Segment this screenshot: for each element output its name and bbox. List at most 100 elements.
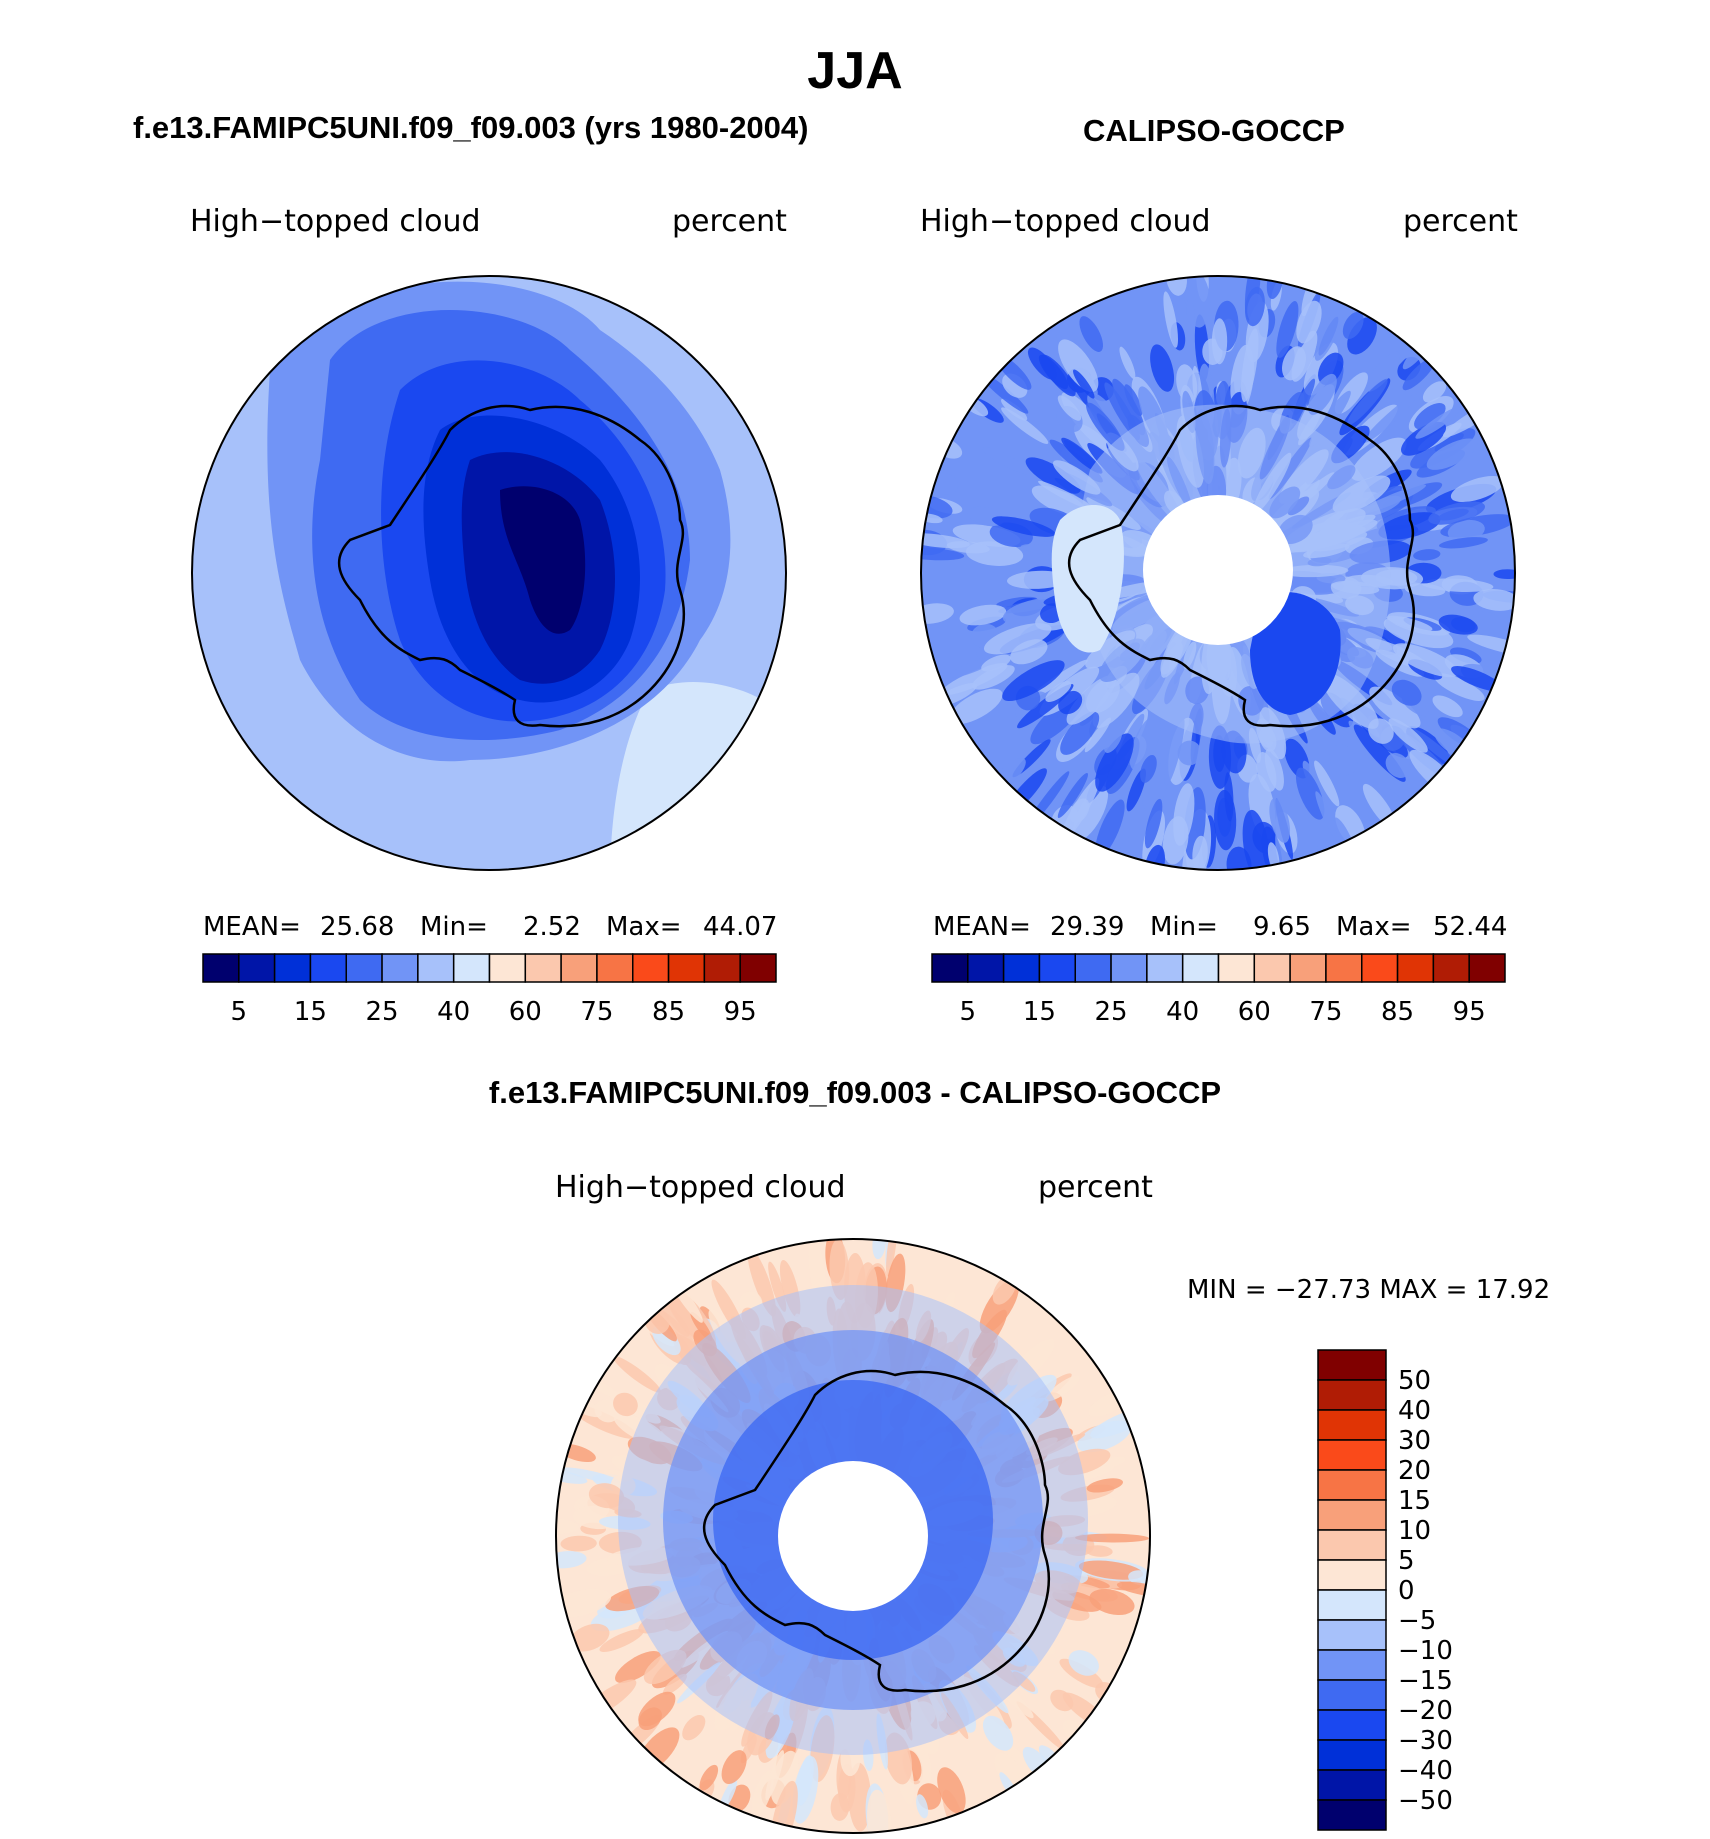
panel-2-mean-label: MEAN= [933,912,1031,942]
panel-1-colorbar-swatch [703,953,741,983]
panel-2-colorbar-tick-label: 15 [1023,997,1056,1027]
panel-3-colorbar-swatch [1317,1499,1387,1531]
panel-3-colorbar-swatch [1317,1409,1387,1441]
panel-3-colorbar-swatch [1317,1709,1387,1741]
panel-2-colorbar: 5 15 25 40 60 75 85 95 [931,953,1506,1027]
panel-1-min-label: Min= [420,912,488,942]
panel-2-colorbar-swatch [1074,953,1112,983]
panel-2-stats: MEAN= 29.39 Min= 9.65 Max= 52.44 [933,912,1507,942]
panel-1-colorbar-tick-label: 25 [366,997,399,1027]
panel-3-colorbar-swatch [1317,1469,1387,1501]
panel-3-colorbar-tick-label: 5 [1398,1546,1415,1576]
panel-1-colorbar-swatch [667,953,706,983]
panel-1-colorbar-tick-label: 60 [509,997,542,1027]
panel-2-units: percent [1403,204,1518,239]
panel-2-colorbar-swatch [1217,953,1256,983]
panel-1-colorbar-tick-label: 85 [652,997,685,1027]
panel-1-min-value: 2.52 [523,912,581,942]
panel-3-colorbar-tick-label: 0 [1398,1576,1415,1606]
panel-3-colorbar-swatch [1317,1769,1387,1801]
panel-1-colorbar-swatch [596,953,634,983]
panel-2-colorbar-swatch [931,953,969,983]
panel-2-min-value: 9.65 [1253,912,1311,942]
panel-1-colorbar-swatch [739,953,777,983]
panel-3-colorbar-swatch [1317,1589,1387,1621]
panel-2-colorbar-tick-label: 75 [1309,997,1342,1027]
panel-2-map [920,275,1516,871]
panel-2-colorbar-tick-label: 95 [1453,997,1486,1027]
panel-1-stats: MEAN= 25.68 Min= 2.52 Max= 44.07 [203,912,777,942]
panel-2-colorbar-tick-label: 40 [1166,997,1199,1027]
panel-2-colorbar-swatch [1432,953,1470,983]
panel-2-colorbar-tick-label: 5 [960,997,977,1027]
panel-1-colorbar-swatch [452,953,491,983]
panel-2-title: CALIPSO-GOCCP [1083,113,1345,148]
panel-1-colorbar-tick-label: 95 [724,997,757,1027]
panel-3-colorbar-tick-label: −40 [1398,1756,1453,1786]
panel-2-colorbar-swatch [967,953,1005,983]
panel-1-colorbar-tick-label: 5 [231,997,248,1027]
panel-3-colorbar-tick-label: 50 [1398,1366,1431,1396]
panel-2-colorbar-swatch [1361,953,1399,983]
panel-3-units: percent [1038,1170,1153,1205]
panel-3-colorbar-swatch [1317,1799,1387,1831]
panel-1-colorbar-swatch [273,953,312,983]
panel-3-colorbar-tick-label: 40 [1398,1396,1431,1426]
panel-3-colorbar-tick-label: 15 [1398,1486,1431,1516]
panel-1-colorbar-swatch [202,953,240,983]
panel-3-colorbar-tick-label: −20 [1398,1696,1453,1726]
panel-2-colorbar-swatch [1110,953,1148,983]
panel-3-colorbar-swatch [1317,1439,1387,1471]
panel-2-mean-value: 29.39 [1050,912,1124,942]
panel-2-max-label: Max= [1336,912,1412,942]
panel-1-colorbar-swatch [417,953,455,983]
panel-3-map [555,1238,1151,1834]
panel-3-colorbar-swatch [1317,1619,1387,1651]
panel-2-colorbar-tick-label: 85 [1381,997,1414,1027]
panel-1-colorbar-tick-label: 40 [437,997,470,1027]
panel-1-units: percent [672,204,787,239]
panel-2-min-label: Min= [1150,912,1218,942]
panel-2-colorbar-swatch [1038,953,1076,983]
panel-3-variable: High−topped cloud [555,1170,846,1205]
panel-3-minmax: MIN = −27.73 MAX = 17.92 [1187,1275,1550,1305]
panel-3-colorbar-tick-label: −5 [1398,1606,1436,1636]
panel-2-colorbar-swatch [1002,953,1041,983]
panel-2-colorbar-swatch [1396,953,1435,983]
panel-1-map [191,275,787,871]
panel-1-variable: High−topped cloud [190,204,481,239]
panel-3-colorbar-swatch [1317,1679,1387,1711]
panel-3-colorbar-tick-label: −10 [1398,1636,1453,1666]
panel-1-colorbar-swatch [524,953,562,983]
panel-3-title: f.e13.FAMIPC5UNI.f09_f09.003 - CALIPSO-G… [489,1075,1221,1110]
panel-2-colorbar-tick-label: 60 [1238,997,1271,1027]
panel-1-colorbar-swatch [381,953,419,983]
panel-2-max-value: 52.44 [1433,912,1507,942]
panel-2-colorbar-swatch [1181,953,1220,983]
panel-2-variable: High−topped cloud [920,204,1211,239]
panel-2-colorbar-swatch [1253,953,1291,983]
panel-1-colorbar-swatch [488,953,527,983]
panel-3-colorbar-swatch [1317,1559,1387,1591]
panel-3-colorbar-swatch [1317,1379,1387,1411]
panel-2-colorbar-swatch [1325,953,1363,983]
panel-1-colorbar-tick-label: 15 [294,997,327,1027]
panel-3-colorbar-tick-label: 20 [1398,1456,1431,1486]
panel-3-colorbar-tick-label: 30 [1398,1426,1431,1456]
panel-2-colorbar-swatch [1289,953,1327,983]
panel-3-colorbar-tick-label: −15 [1398,1666,1453,1696]
panel-3-colorbar-swatch [1317,1349,1387,1381]
panel-1-colorbar-tick-label: 75 [580,997,613,1027]
panel-1-colorbar-swatch [632,953,670,983]
panel-1-colorbar-swatch [345,953,383,983]
panel-1-title: f.e13.FAMIPC5UNI.f09_f09.003 (yrs 1980-2… [133,110,808,145]
season-title: JJA [807,42,902,100]
panel-3-colorbar-tick-label: −50 [1398,1786,1453,1816]
panel-2-colorbar-swatch [1468,953,1506,983]
panel-1-colorbar-swatch [238,953,276,983]
panel-1-mean-label: MEAN= [203,912,301,942]
panel-1-max-label: Max= [606,912,682,942]
panel-1-mean-value: 25.68 [320,912,394,942]
